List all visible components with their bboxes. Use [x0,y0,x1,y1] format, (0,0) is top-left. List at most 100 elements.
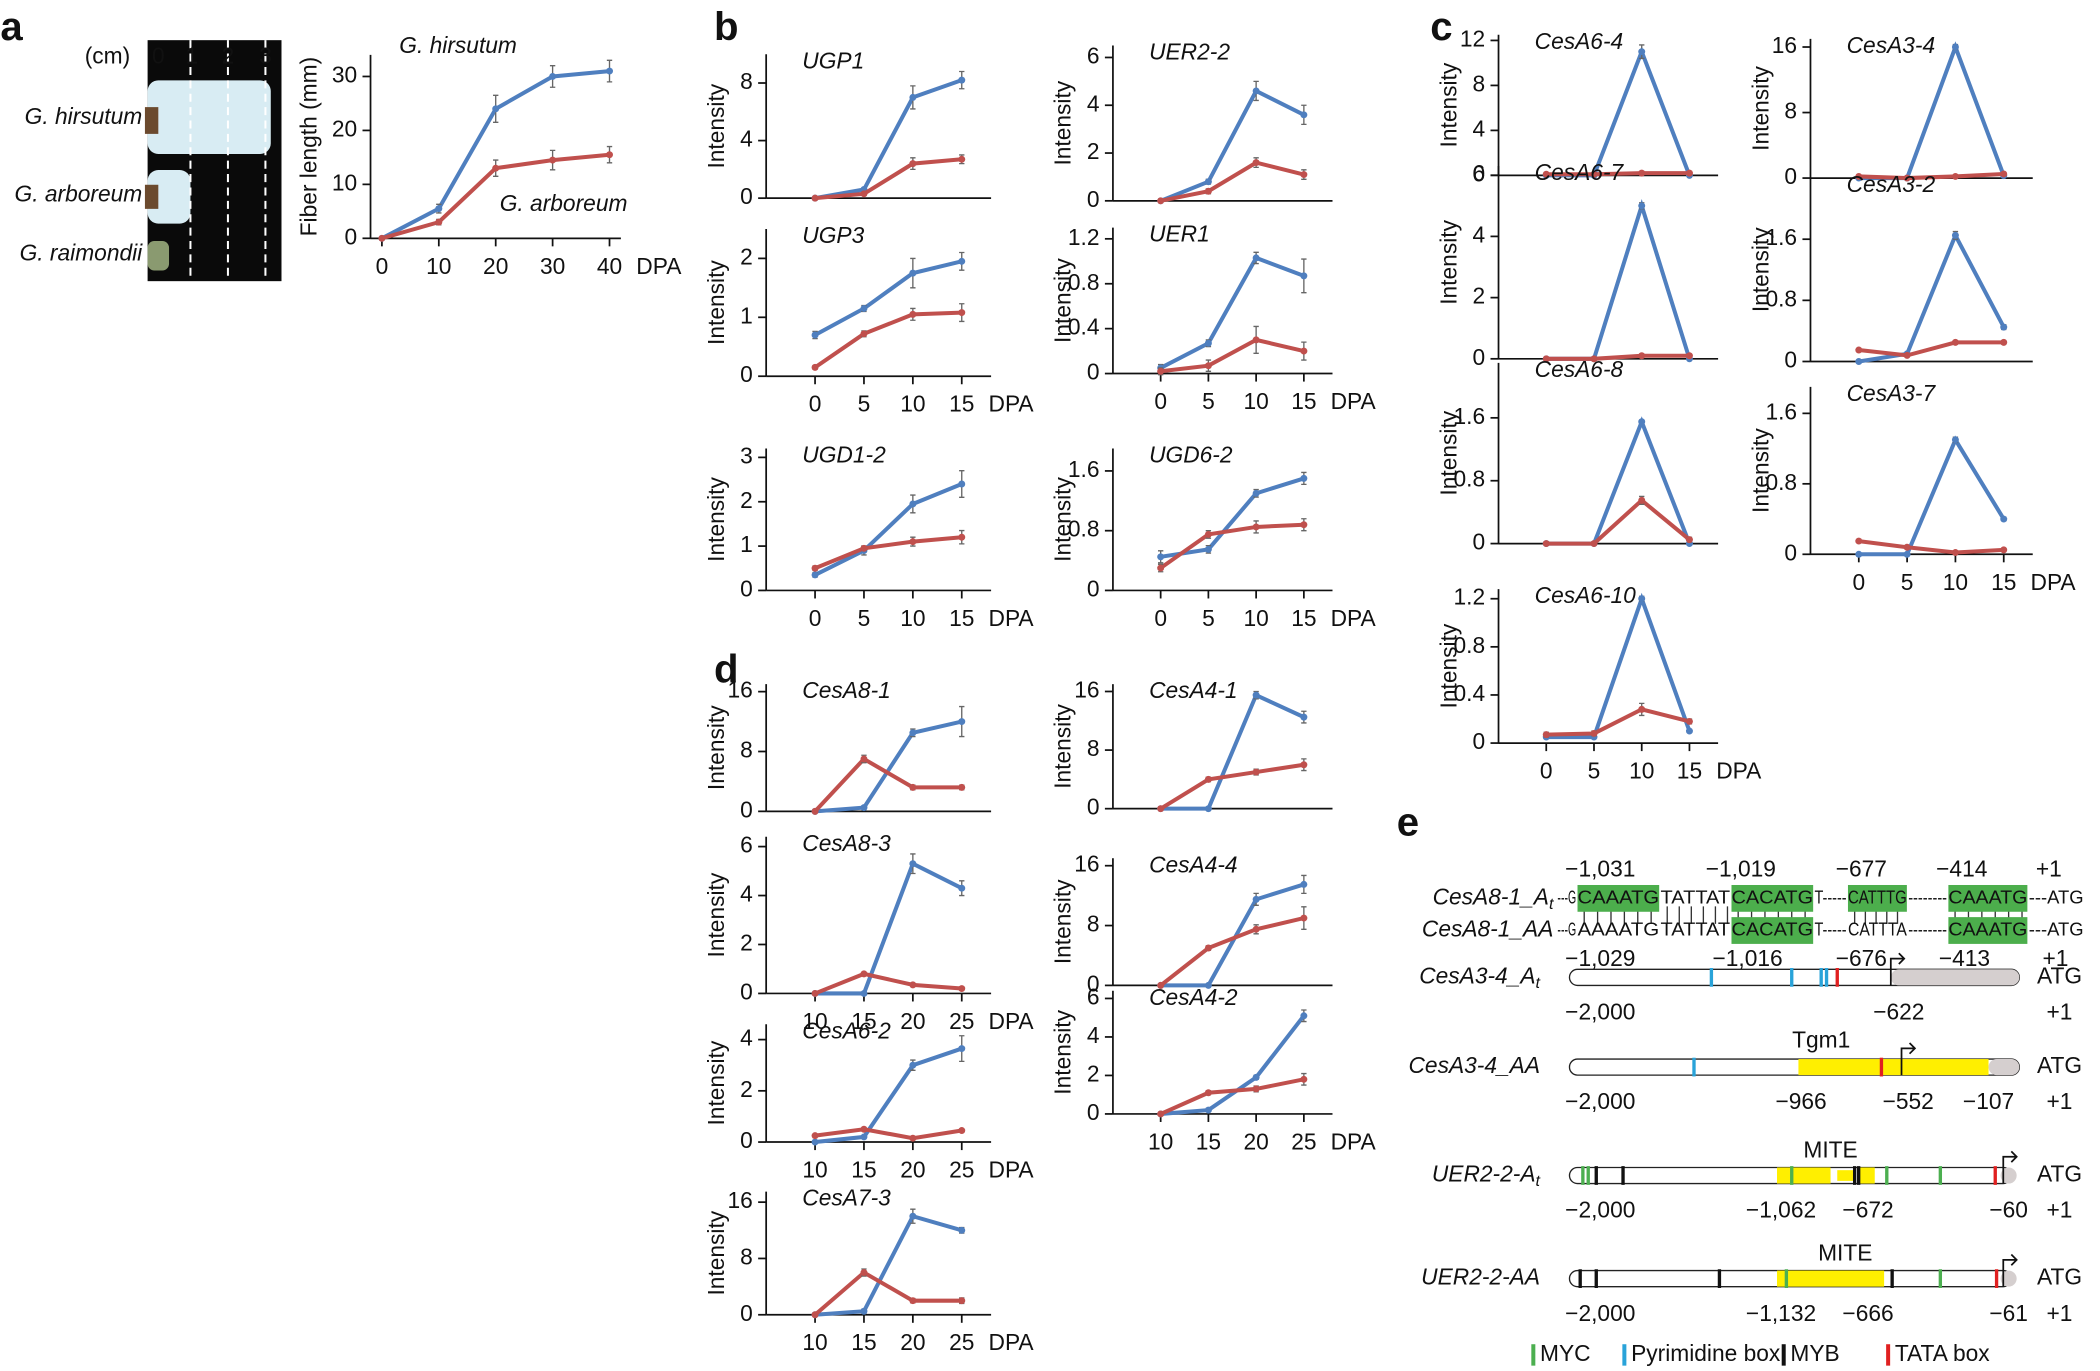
fiber-hirsutum [147,80,271,154]
data-point [860,304,868,312]
y-axis-label: Intensity [703,260,729,345]
y-tick-label: 0.4 [1453,680,1485,706]
x-tick-label: 0 [376,253,389,279]
y-tick-label: 0.8 [1765,285,1797,311]
data-point [1204,1089,1212,1097]
x-tick-label: 10 [900,605,925,631]
y-tick-label: 1.6 [1068,456,1100,482]
data-point [1204,545,1212,553]
series-line [1159,255,1305,370]
data-point [1300,914,1308,922]
data-point [1204,530,1212,538]
series-line [814,157,962,201]
data-point [1542,540,1550,548]
x-axis-label: DPA [1331,388,1377,414]
utr [2000,1270,2017,1287]
series-line [1546,497,1691,546]
data-point [1252,925,1260,933]
y-tick-label: 8 [1087,735,1100,761]
data-point [1204,178,1212,186]
data-point [1204,362,1212,370]
x-tick-label: 5 [858,605,871,631]
sequence-segment: CAAATG [1578,886,1660,907]
series-line [1546,46,1692,178]
tss-arrows [1889,952,2018,1287]
data-point [1157,197,1165,205]
panel-label: d [714,647,739,692]
x-axis-label: DPA [2031,569,2077,595]
tgm1-insertion [1798,1059,1989,1076]
position-label: −966 [1775,1088,1826,1114]
data-point [1855,537,1863,545]
y-tick-label: 1.2 [1068,224,1100,250]
y-axis-label: Intensity [703,83,729,168]
chart-title: CesA7-3 [802,1185,891,1211]
panel-label: e [1397,799,1419,844]
sequence-segment: -------- [1908,918,1947,939]
x-tick-label: 15 [1196,1128,1221,1154]
y-axis-label: Intensity [703,1040,729,1125]
data-point [1252,691,1260,699]
data-point [549,156,557,164]
legend-label: Pyrimidine box [1631,1340,1781,1366]
x-tick-label: 5 [858,391,871,417]
chart-title: UGD6-2 [1149,442,1233,468]
data-point [2000,515,2008,523]
data-point [958,257,966,265]
y-axis-label: Intensity [1747,227,1773,312]
data-point [435,218,443,226]
chart: 0 0.4 0.8 1.2 0 5 10 15 DPA Intensity CesA6-10 [1435,582,1762,783]
position-label: −672 [1842,1197,1893,1223]
series-line [1160,882,1305,988]
data-point [1638,705,1646,713]
y-axis-label: Intensity [703,872,729,957]
data-point [909,310,917,318]
y-tick-label: 8 [1784,98,1797,124]
data-point [909,1297,917,1305]
y-tick-label: 6 [1087,983,1100,1009]
series-line [1546,416,1692,546]
position-label: −1,019 [1706,855,1776,881]
x-axis-label: DPA [1331,1128,1377,1154]
x-tick-label: 10 [1629,758,1654,784]
y-tick-label: 0.8 [1765,469,1797,495]
y-axis-label: Intensity [1050,258,1076,343]
data-point [1685,717,1693,725]
y-tick-label: 0 [1087,794,1100,820]
species-label: G. raimondii [20,239,144,265]
motifs [1578,968,1999,1288]
chart: 0 8 16 Intensity CesA3-4 [1747,32,2033,189]
x-tick-label: 20 [1243,1128,1268,1154]
data-point [1685,169,1693,177]
x-axis-label: DPA [989,391,1035,417]
y-tick-label: 0 [1087,359,1100,385]
scale-label: 3 [259,43,272,69]
promoter-bars [1568,968,2021,1288]
chart: 0 0.8 1.6 0 5 10 15 DPA Intensity CesA3-7 [1747,380,2076,595]
promoter-label: CesA3-4_At [1419,962,1541,992]
x-tick-label: 15 [949,391,974,417]
label-subscript: t [1536,1172,1542,1190]
chart: 0 10 20 30 0 10 20 30 40 DPA Fiber length (mm) G. h… [295,32,682,279]
y-tick-label: 30 [332,61,357,87]
chart: 0 2 4 6 10 15 20 25 DPA Intensity CesA8-3 [703,830,1034,1034]
y-tick-label: 0.4 [1068,314,1100,340]
data-point [1252,87,1260,95]
data-point [1638,48,1646,56]
x-tick-label: 30 [540,253,565,279]
data-point [1685,727,1693,735]
data-point [1300,347,1308,355]
chart-title: CesA6-2 [802,1017,891,1043]
series-line [814,971,962,996]
y-tick-label: 8 [740,737,753,763]
y-axis-label: Intensity [1050,80,1076,165]
y-tick-label: 8 [1472,70,1485,96]
start-label: +1 [2047,1197,2073,1223]
data-point [860,190,868,198]
series-line [1546,592,1692,740]
data-point [1252,489,1260,497]
series-line [814,482,963,577]
chart-title: CesA4-1 [1149,677,1238,703]
